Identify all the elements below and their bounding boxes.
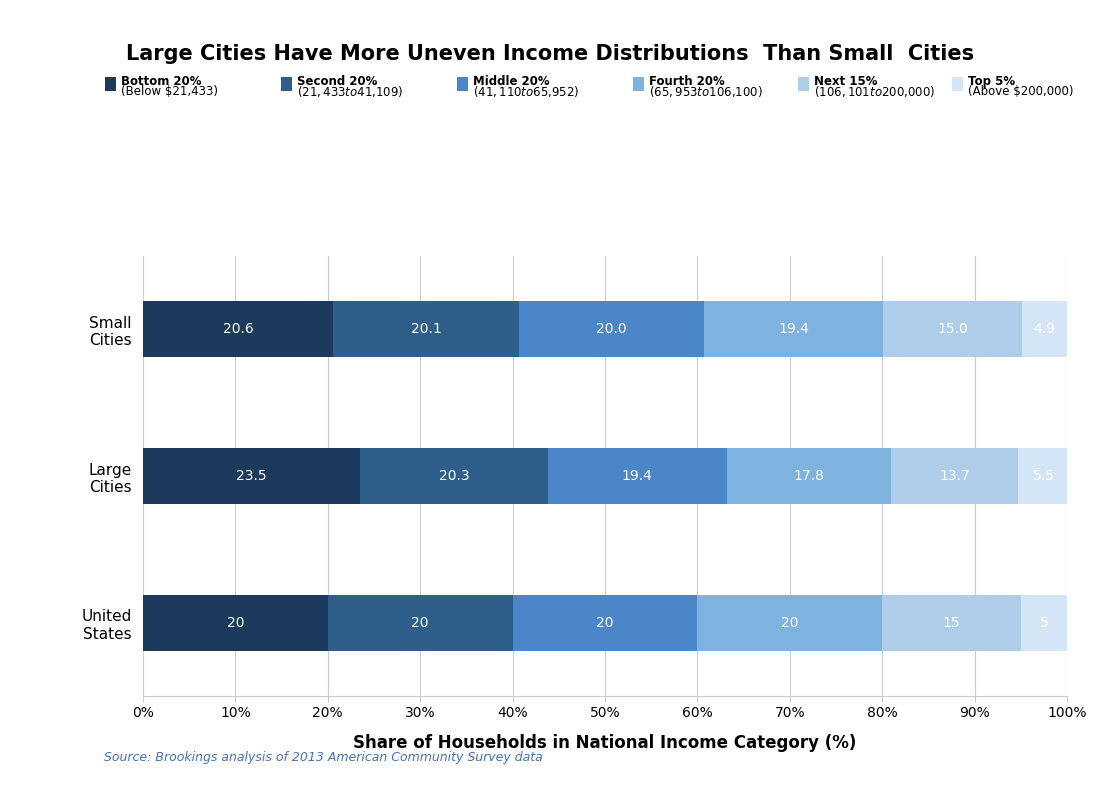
Text: 20.3: 20.3 <box>439 469 470 483</box>
Bar <box>143 302 333 357</box>
Text: 20.0: 20.0 <box>596 322 627 336</box>
Text: 19.4: 19.4 <box>778 322 808 336</box>
Bar <box>883 302 1022 357</box>
Text: 5: 5 <box>1040 616 1048 630</box>
Text: 20.1: 20.1 <box>410 322 441 336</box>
Text: ($65,953 to $106,100): ($65,953 to $106,100) <box>649 85 763 99</box>
Text: (Above $200,000): (Above $200,000) <box>968 86 1074 98</box>
Bar <box>143 595 328 650</box>
Text: Large Cities Have More Uneven Income Distributions  Than Small  Cities: Large Cities Have More Uneven Income Dis… <box>125 44 975 64</box>
Bar <box>143 448 360 504</box>
Text: Fourth 20%: Fourth 20% <box>649 75 725 88</box>
Text: Second 20%: Second 20% <box>297 75 377 88</box>
Text: 4.9: 4.9 <box>1033 322 1055 336</box>
Text: 17.8: 17.8 <box>794 469 825 483</box>
Text: ($106,101 to $200,000): ($106,101 to $200,000) <box>814 85 935 99</box>
Bar <box>360 448 548 504</box>
Bar <box>891 448 1018 504</box>
Text: ($41,110 to $65,952): ($41,110 to $65,952) <box>473 85 580 99</box>
Bar <box>548 448 727 504</box>
Text: 13.7: 13.7 <box>939 469 970 483</box>
Text: 20: 20 <box>596 616 614 630</box>
Text: Bottom 20%: Bottom 20% <box>121 75 201 88</box>
Bar <box>1021 595 1067 650</box>
Text: Source: Brookings analysis of 2013 American Community Survey data: Source: Brookings analysis of 2013 Ameri… <box>104 751 543 764</box>
Bar <box>333 302 519 357</box>
Bar <box>697 595 882 650</box>
Bar <box>328 595 513 650</box>
Bar <box>519 302 704 357</box>
Text: 20: 20 <box>781 616 799 630</box>
Text: ($21,433 to $41,109): ($21,433 to $41,109) <box>297 85 404 99</box>
Text: 20: 20 <box>227 616 244 630</box>
Bar <box>1018 448 1069 504</box>
Text: 23.5: 23.5 <box>236 469 267 483</box>
Text: 15.0: 15.0 <box>937 322 968 336</box>
Text: Next 15%: Next 15% <box>814 75 878 88</box>
Bar <box>1022 302 1067 357</box>
Bar <box>704 302 883 357</box>
Text: Middle 20%: Middle 20% <box>473 75 550 88</box>
Bar <box>882 595 1021 650</box>
Text: 20.6: 20.6 <box>223 322 253 336</box>
Bar <box>727 448 891 504</box>
Bar <box>513 595 697 650</box>
Text: 19.4: 19.4 <box>621 469 652 483</box>
Text: 20: 20 <box>411 616 429 630</box>
Text: 15: 15 <box>943 616 960 630</box>
X-axis label: Share of Households in National Income Category (%): Share of Households in National Income C… <box>353 734 857 752</box>
Text: 5.5: 5.5 <box>1033 469 1055 483</box>
Text: Top 5%: Top 5% <box>968 75 1015 88</box>
Text: (Below $21,433): (Below $21,433) <box>121 86 218 98</box>
